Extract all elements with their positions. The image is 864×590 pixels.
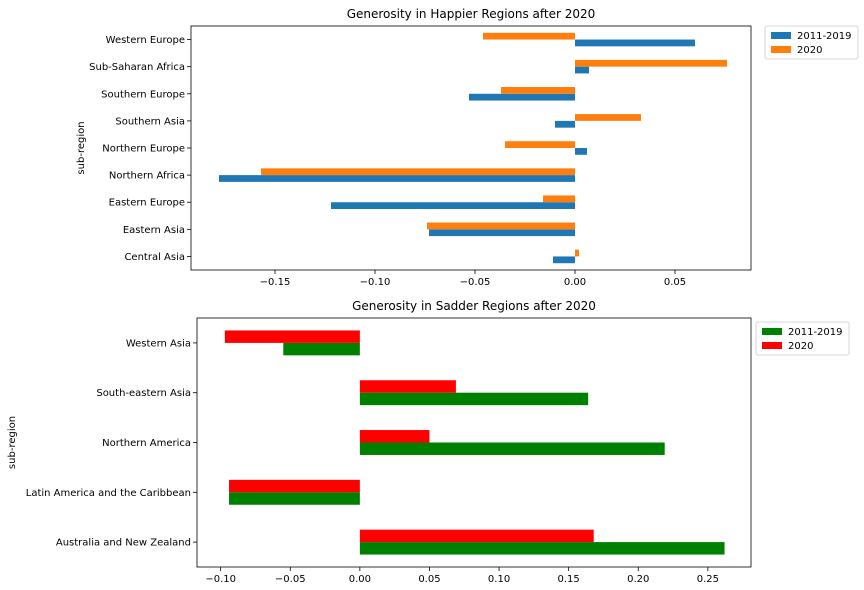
axes-frame bbox=[196, 317, 752, 568]
bar-2020-northern-africa bbox=[261, 168, 575, 176]
bar-2020-south-eastern-asia bbox=[359, 380, 456, 393]
bar-2011-2019-western-europe bbox=[575, 39, 695, 47]
x-tick-label: −0.15 bbox=[260, 277, 291, 288]
bar-2011-2019-northern-africa bbox=[219, 175, 575, 182]
y-axis-label: sub-region bbox=[76, 121, 87, 174]
y-tick-label: South-eastern Asia bbox=[96, 388, 191, 399]
y-tick-label: Western Asia bbox=[126, 338, 191, 349]
bar-2020-northern-europe bbox=[505, 141, 575, 148]
chart-title: Generosity in Happier Regions after 2020 bbox=[347, 7, 596, 21]
bar-2011-2019-western-asia bbox=[283, 342, 360, 356]
y-tick-label: Australia and New Zealand bbox=[56, 538, 191, 549]
bar-2020-latin-america-and-the-caribbean bbox=[229, 479, 360, 493]
x-tick-label: 0.05 bbox=[664, 277, 686, 288]
bar-2011-2019-eastern-europe bbox=[331, 202, 575, 209]
bar-2020-southern-europe bbox=[501, 87, 575, 94]
bar-2020-australia-and-new-zealand bbox=[359, 529, 594, 543]
chart-1: Generosity in Happier Regions after 2020… bbox=[76, 7, 859, 288]
bar-2011-2019-south-eastern-asia bbox=[359, 392, 589, 406]
y-tick-label: Southern Europe bbox=[101, 89, 185, 100]
x-tick-label: 0.10 bbox=[488, 574, 510, 585]
x-tick-label: −0.10 bbox=[360, 277, 391, 288]
y-tick-label: Latin America and the Caribbean bbox=[26, 488, 191, 499]
bar-2011-2019-sub-saharan-africa bbox=[575, 66, 589, 74]
bar-2020-eastern-europe bbox=[543, 195, 575, 203]
legend: 2011-2019 2020 bbox=[755, 321, 850, 356]
bar-2011-2019-australia-and-new-zealand bbox=[359, 542, 725, 555]
x-tick-label: 0.15 bbox=[558, 574, 580, 585]
legend-swatch-2020 bbox=[762, 342, 782, 349]
bar-2011-2019-eastern-asia bbox=[429, 229, 575, 237]
x-tick-label: 0.05 bbox=[418, 574, 440, 585]
bar-2011-2019-southern-europe bbox=[469, 93, 575, 101]
legend-swatch-2020 bbox=[771, 46, 791, 53]
bar-2011-2019-northern-america bbox=[359, 442, 665, 455]
y-axis-label: sub-region bbox=[7, 416, 18, 469]
bar-2020-western-asia bbox=[224, 330, 360, 343]
legend-swatch-2011-2019 bbox=[771, 32, 791, 39]
legend-label: 2011-2019 bbox=[788, 327, 843, 338]
chart-title: Generosity in Sadder Regions after 2020 bbox=[352, 299, 596, 313]
x-tick-label: 0.25 bbox=[697, 574, 719, 585]
x-tick-label: 0.00 bbox=[349, 574, 371, 585]
bar-2020-sub-saharan-africa bbox=[575, 59, 727, 67]
bar-2020-northern-america bbox=[359, 430, 430, 443]
chart-2: Generosity in Sadder Regions after 2020 A… bbox=[7, 299, 850, 585]
x-tick-label: −0.10 bbox=[205, 574, 236, 585]
y-tick-label: Western Europe bbox=[106, 35, 185, 46]
y-tick-label: Eastern Asia bbox=[123, 225, 185, 236]
legend-label: 2020 bbox=[797, 45, 822, 56]
y-tick-label: Eastern Europe bbox=[109, 198, 185, 209]
x-tick-label: −0.05 bbox=[275, 574, 306, 585]
x-tick-label: 0.00 bbox=[564, 277, 586, 288]
y-tick-label: Southern Asia bbox=[115, 116, 185, 127]
bar-2020-southern-asia bbox=[575, 114, 641, 121]
legend-label: 2011-2019 bbox=[797, 31, 852, 42]
bar-2020-eastern-asia bbox=[427, 222, 575, 230]
bar-2020-western-europe bbox=[483, 32, 575, 40]
bar-2011-2019-latin-america-and-the-caribbean bbox=[229, 492, 360, 505]
bar-2020-central-asia bbox=[575, 249, 579, 257]
bar-2011-2019-central-asia bbox=[553, 256, 575, 264]
y-tick-label: Northern Africa bbox=[109, 171, 185, 182]
legend-swatch-2011-2019 bbox=[762, 328, 782, 335]
legend-label: 2020 bbox=[788, 341, 813, 352]
x-tick-label: −0.05 bbox=[460, 277, 491, 288]
legend: 2011-2019 2020 bbox=[764, 25, 859, 60]
bar-2011-2019-southern-asia bbox=[555, 120, 575, 128]
y-tick-label: Northern America bbox=[102, 438, 191, 449]
y-tick-label: Sub-Saharan Africa bbox=[89, 62, 185, 73]
y-tick-label: Central Asia bbox=[124, 252, 185, 263]
axes-frame bbox=[190, 25, 752, 271]
bar-2011-2019-northern-europe bbox=[575, 148, 587, 155]
y-tick-label: Northern Europe bbox=[102, 144, 185, 155]
x-tick-label: 0.20 bbox=[627, 574, 649, 585]
